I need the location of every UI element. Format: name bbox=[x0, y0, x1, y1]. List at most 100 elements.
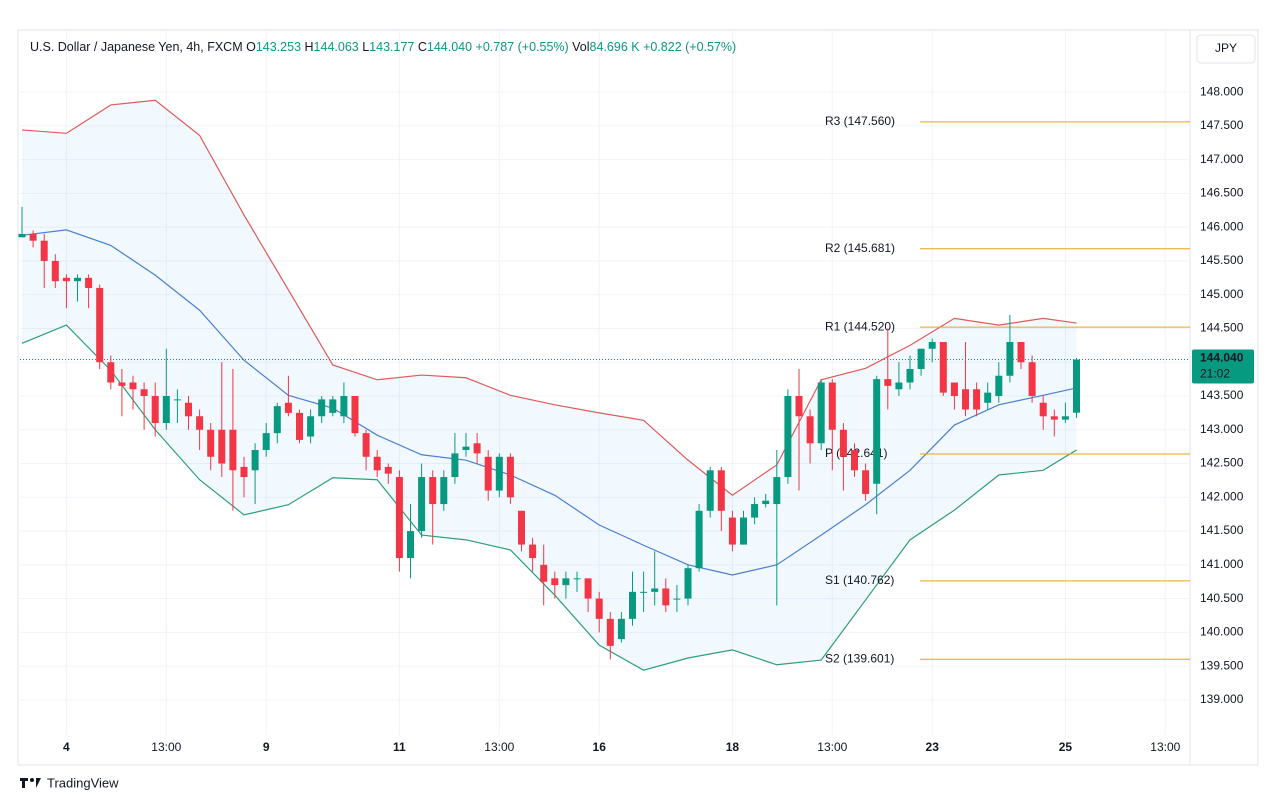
candle-body bbox=[307, 416, 315, 437]
candle-body bbox=[884, 379, 892, 386]
candle-body bbox=[795, 396, 803, 417]
x-tick-label: 11 bbox=[393, 740, 406, 754]
y-tick-label: 146.500 bbox=[1200, 186, 1244, 200]
candle-body bbox=[340, 396, 348, 417]
currency-button[interactable] bbox=[1196, 34, 1256, 64]
header-text: 143.253 bbox=[256, 40, 301, 54]
candle-body bbox=[29, 233, 37, 241]
candle-body bbox=[329, 399, 337, 413]
candle-body bbox=[762, 500, 770, 505]
candle-body bbox=[873, 379, 881, 484]
x-tick-label: 18 bbox=[726, 740, 740, 754]
candle-body bbox=[207, 429, 215, 457]
candle-body bbox=[162, 396, 170, 424]
candle-body bbox=[96, 287, 104, 363]
candle-body bbox=[706, 470, 714, 511]
candle-body bbox=[273, 406, 281, 434]
y-tick-label: 146.000 bbox=[1200, 219, 1244, 233]
x-tick-label: 13:00 bbox=[151, 740, 181, 754]
candle-body bbox=[751, 504, 759, 518]
x-tick-label: 25 bbox=[1059, 740, 1073, 754]
candle-body bbox=[540, 564, 548, 582]
candle-body bbox=[40, 240, 48, 261]
candle-body bbox=[129, 382, 137, 390]
candle-body bbox=[296, 412, 303, 440]
candle-body bbox=[895, 382, 903, 390]
candle-body bbox=[851, 450, 858, 471]
candle-body bbox=[839, 429, 847, 457]
candle-body bbox=[1039, 402, 1047, 417]
x-tick-label: 23 bbox=[926, 740, 940, 754]
candle-body bbox=[384, 466, 392, 474]
candle-body bbox=[806, 416, 814, 444]
candle-body bbox=[185, 402, 192, 417]
pivot-label: R2 (145.681) bbox=[825, 241, 895, 255]
candle-body bbox=[584, 578, 592, 599]
candle-body bbox=[518, 510, 525, 545]
header-text: 143.177 bbox=[369, 40, 414, 54]
candle-body bbox=[118, 382, 126, 386]
candle-body bbox=[429, 477, 437, 505]
candle-body bbox=[240, 466, 248, 478]
y-tick-label: 143.000 bbox=[1200, 422, 1244, 436]
candle-body bbox=[140, 389, 148, 397]
countdown: 21:02 bbox=[1200, 367, 1230, 381]
candle-body bbox=[917, 348, 925, 369]
candle-body bbox=[595, 598, 603, 619]
candle-body bbox=[606, 618, 614, 646]
x-tick-label: 4 bbox=[63, 740, 70, 754]
brand: TradingView bbox=[47, 775, 119, 790]
candle-body bbox=[62, 277, 70, 282]
candle-body bbox=[395, 477, 403, 559]
frame bbox=[17, 29, 1259, 766]
plot: 139.000 139.500 140.000 140.500 141.000 141.5… bbox=[18, 30, 1244, 754]
candle-body bbox=[251, 450, 259, 471]
candle-body bbox=[828, 382, 836, 430]
candle-body bbox=[1061, 416, 1069, 420]
y-tick-label: 145.000 bbox=[1200, 287, 1244, 301]
header-text: O bbox=[246, 40, 256, 54]
header-text: 144.040 bbox=[427, 40, 472, 54]
candle-body bbox=[351, 396, 359, 434]
y-tick-label: 144.500 bbox=[1200, 321, 1244, 335]
candle-body bbox=[973, 389, 981, 410]
pivot-label: S2 (139.601) bbox=[825, 651, 894, 665]
candle-body bbox=[717, 470, 725, 511]
candle-body bbox=[784, 396, 792, 478]
pivot-label: R3 (147.560) bbox=[825, 114, 895, 128]
candle-body bbox=[573, 578, 581, 580]
candle-body bbox=[962, 389, 969, 410]
candle-body bbox=[773, 477, 781, 505]
candle-body bbox=[1050, 416, 1058, 420]
y-tick-label: 147.000 bbox=[1200, 152, 1244, 166]
candle-body bbox=[673, 598, 681, 600]
candle-body bbox=[695, 510, 703, 569]
candle-body bbox=[862, 470, 870, 494]
candle-body bbox=[218, 429, 226, 464]
last-price-label: 144.040 bbox=[1200, 351, 1244, 365]
x-tick-label: 16 bbox=[593, 740, 607, 754]
candle-body bbox=[173, 399, 181, 401]
header-text: L bbox=[362, 40, 369, 54]
header-text: C bbox=[418, 40, 427, 54]
candle-body bbox=[473, 443, 481, 454]
candle-body bbox=[484, 456, 492, 491]
candle-body bbox=[651, 588, 659, 592]
candle-body bbox=[51, 260, 59, 282]
candle-body bbox=[229, 429, 237, 471]
header-text: H bbox=[305, 40, 314, 54]
candle-body bbox=[928, 341, 936, 349]
y-tick-label: 141.500 bbox=[1200, 523, 1244, 537]
candle-body bbox=[196, 416, 204, 430]
candle-body bbox=[85, 277, 93, 288]
candle-body bbox=[407, 531, 414, 559]
candle-body bbox=[1028, 362, 1036, 397]
pivot-label: R1 (144.520) bbox=[825, 319, 895, 333]
candle-body bbox=[440, 477, 448, 505]
currency[interactable]: JPY bbox=[1215, 41, 1237, 55]
candle-body bbox=[1073, 359, 1080, 413]
candle-body bbox=[551, 578, 559, 586]
candle-body bbox=[640, 591, 648, 593]
brand-logo bbox=[20, 778, 41, 788]
